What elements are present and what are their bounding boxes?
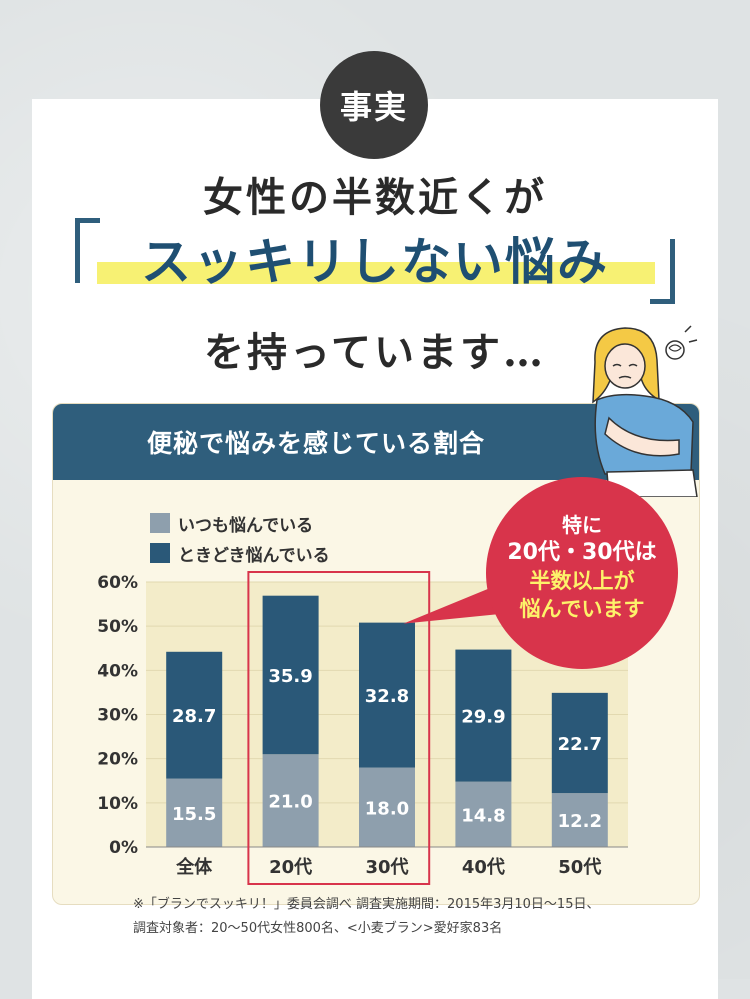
y-tick-label: 20% [97, 750, 138, 770]
bracket-open [75, 218, 100, 283]
bar-segment [262, 595, 319, 755]
chart-panel-title: 便秘で悩みを感じている割合 [53, 404, 699, 480]
callout-text: 特に 20代・30代は 半数以上が 悩んでいます [486, 511, 678, 623]
x-tick-label: 全体 [175, 856, 213, 878]
callout-line3: 半数以上が [529, 569, 635, 593]
footnote-line1: ※「ブランでスッキリ！」委員会調べ 調査実施期間：2015年3月10日〜15日、 [133, 897, 600, 912]
bar-segment [166, 778, 223, 847]
bar-value-label: 29.9 [461, 707, 505, 728]
legend-item-sometimes: ときどき悩んでいる [150, 538, 330, 568]
x-tick-label: 30代 [365, 857, 408, 878]
x-tick-label: 20代 [269, 857, 312, 878]
marker-highlight [97, 262, 655, 284]
bar-value-label: 14.8 [461, 805, 505, 826]
bar-segment [551, 793, 608, 847]
stacked-bar-chart: 0% 10% 20% 30% 40% 50% 60% 15.5 28.7 全体 21.0 35.9 20… [97, 571, 628, 885]
callout-line2: 20代・30代は [507, 540, 657, 565]
headline-emphasis: スッキリしない悩み [75, 218, 675, 304]
fact-badge: 事実 [320, 51, 428, 159]
bar-segment [359, 767, 415, 847]
troubled-woman-illustration [592, 325, 698, 497]
bar-segment [455, 649, 512, 782]
x-tick-label: 50代 [558, 857, 601, 878]
bar-value-label: 12.2 [558, 811, 602, 832]
bar-value-label: 28.7 [172, 706, 216, 727]
y-tick-label: 60% [97, 573, 138, 593]
bar-value-label: 35.9 [268, 666, 312, 687]
callout-bubble [486, 477, 678, 669]
bar-value-label: 15.5 [172, 804, 216, 825]
chart-legend: いつも悩んでいる ときどき悩んでいる [150, 508, 330, 568]
legend-swatch-always [150, 513, 170, 533]
y-tick-label: 40% [97, 661, 138, 681]
legend-swatch-sometimes [150, 543, 170, 563]
legend-label-always: いつも悩んでいる [178, 515, 314, 536]
survey-footnote: ※「ブランでスッキリ！」委員会調べ 調査実施期間：2015年3月10日〜15日、… [133, 893, 693, 941]
footnote-line2: 調査対象者：20〜50代女性800名、<小麦ブラン>愛好家83名 [133, 921, 503, 936]
bar-segment [359, 622, 415, 768]
y-tick-label: 10% [97, 794, 138, 814]
callout-line4: 悩んでいます [519, 597, 645, 621]
headline-line2: スッキリしない悩み [141, 233, 609, 291]
bar-segment [166, 651, 223, 779]
bracket-close [650, 239, 675, 304]
bar-segment [455, 781, 512, 847]
legend-item-always: いつも悩んでいる [150, 508, 330, 538]
x-tick-label: 40代 [462, 857, 505, 878]
y-tick-label: 30% [97, 706, 138, 726]
bar-segment [262, 754, 319, 847]
y-tick-label: 50% [97, 617, 138, 637]
bar-value-label: 21.0 [268, 792, 312, 813]
headline-line1: 女性の半数近くが [203, 174, 547, 221]
headline-line3: を持っています… [204, 329, 546, 376]
legend-label-sometimes: ときどき悩んでいる [178, 545, 330, 566]
y-tick-label: 0% [109, 838, 138, 858]
bar-value-label: 22.7 [558, 734, 602, 755]
bar-value-label: 32.8 [365, 686, 409, 707]
bar-segment [551, 692, 608, 794]
highlight-frame [247, 571, 431, 885]
callout-line1: 特に [562, 513, 602, 537]
bar-value-label: 18.0 [365, 798, 409, 819]
